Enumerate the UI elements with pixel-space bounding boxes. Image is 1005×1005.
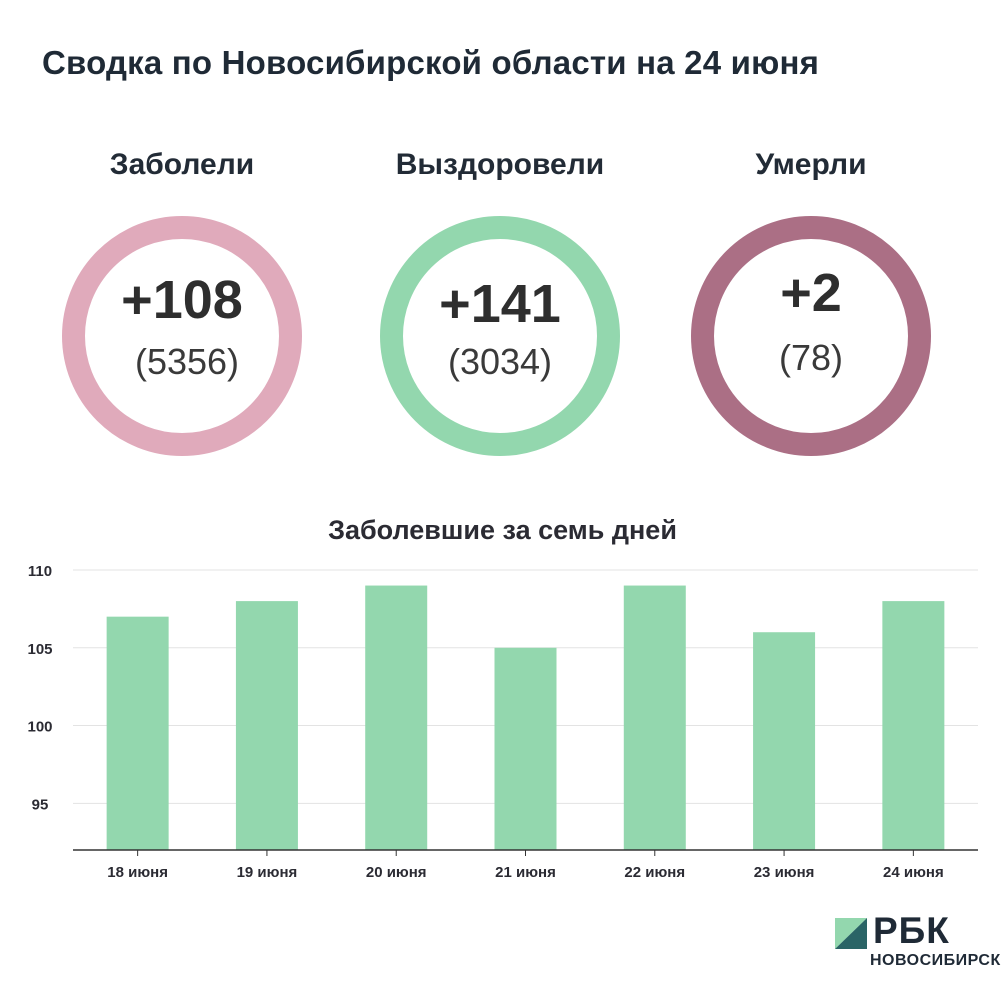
chart-title: Заболевшие за семь дней bbox=[328, 515, 677, 545]
bar bbox=[494, 647, 557, 850]
x-tick-label: 23 июня bbox=[754, 864, 815, 881]
stat-delta: +141 bbox=[439, 274, 561, 334]
stat-label: Выздоровели bbox=[395, 148, 605, 181]
x-tick-label: 20 июня bbox=[366, 864, 427, 881]
bar bbox=[882, 601, 945, 850]
x-tick-label: 22 июня bbox=[624, 864, 685, 881]
stat-recovered: Выздоровели +141 (3034) bbox=[370, 140, 630, 456]
y-tick-label: 95 bbox=[32, 796, 49, 813]
stat-total: (78) bbox=[778, 337, 844, 378]
stat-label: Заболели bbox=[109, 148, 255, 181]
stat-label: Умерли bbox=[755, 148, 867, 181]
bar bbox=[753, 632, 816, 850]
x-tick-label: 18 июня bbox=[107, 864, 168, 881]
rbc-logo: РБК НОВОСИБИРСК bbox=[835, 910, 1001, 975]
y-tick-label: 105 bbox=[27, 641, 52, 658]
logo-subtitle: НОВОСИБИРСК bbox=[870, 952, 1001, 969]
stat-delta: +108 bbox=[121, 270, 243, 330]
x-tick-label: 24 июня bbox=[883, 864, 944, 881]
stat-delta: +2 bbox=[780, 263, 842, 323]
x-tick-label: 21 июня bbox=[495, 864, 556, 881]
bar bbox=[235, 601, 298, 850]
page-title: Сводка по Новосибирской области на 24 ию… bbox=[42, 44, 820, 81]
bar bbox=[365, 585, 428, 850]
logo-text: РБК bbox=[873, 910, 950, 951]
stat-total: (5356) bbox=[134, 341, 240, 382]
y-tick-label: 110 bbox=[28, 563, 52, 580]
bar bbox=[106, 616, 169, 850]
bar bbox=[623, 585, 686, 850]
x-tick-label: 19 июня bbox=[237, 864, 298, 881]
stat-total: (3034) bbox=[447, 341, 553, 382]
rbc-logo-icon bbox=[835, 918, 867, 949]
y-tick-label: 100 bbox=[27, 719, 52, 736]
